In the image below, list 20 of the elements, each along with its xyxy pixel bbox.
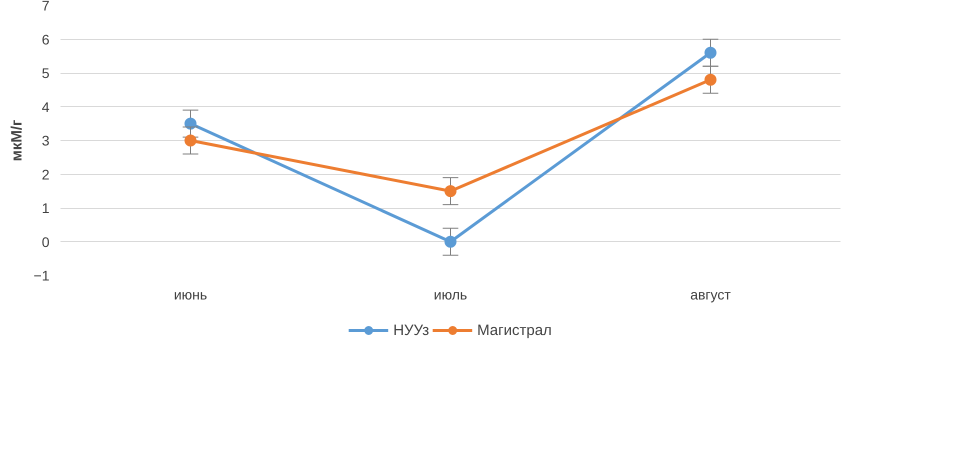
y-tick-label: 1 [42, 200, 50, 216]
x-tick-label: июль [434, 286, 468, 302]
point [444, 185, 456, 198]
y-axis-title: мкМ/г [8, 120, 26, 162]
legend-label: Магистрал [477, 322, 552, 338]
x-tick-label: июнь [174, 286, 208, 302]
legend-label: НУУз [393, 322, 430, 338]
y-tick-label: 2 [42, 166, 50, 182]
y-tick-label: 6 [42, 31, 50, 48]
y-tick-label: 3 [42, 132, 50, 148]
y-tick-label: 5 [42, 65, 50, 81]
point [704, 74, 716, 86]
y-tick-label: −1 [34, 268, 50, 284]
point [704, 46, 716, 59]
point [184, 134, 196, 146]
y-tick-label: 7 [42, 0, 50, 14]
y-tick-label: 0 [42, 234, 50, 250]
y-tick-label: 4 [42, 98, 50, 115]
point [444, 236, 456, 248]
x-tick-label: август [690, 286, 732, 302]
